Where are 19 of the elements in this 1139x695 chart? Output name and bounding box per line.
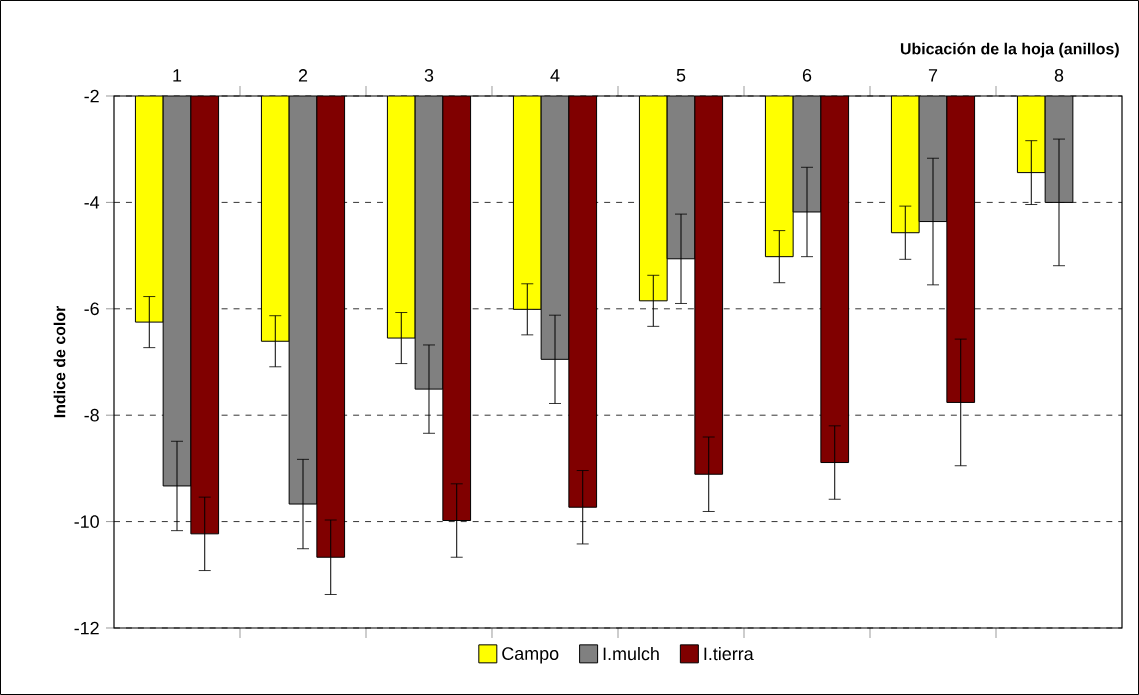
y-tick-label: -8	[84, 408, 99, 422]
x-axis-title: Ubicación de la hoja (anillos)	[900, 42, 1119, 58]
x-tick-label: 8	[1054, 68, 1064, 82]
y-tick-label: -12	[74, 621, 99, 635]
x-tick-label: 1	[173, 69, 182, 82]
x-tick-label: 3	[424, 68, 434, 82]
y-tick-label: -10	[74, 515, 99, 528]
y-tick-label: -6	[84, 302, 99, 316]
y-tick-label: -2	[84, 89, 99, 103]
x-tick-label: 4	[550, 69, 560, 82]
y-axis-title: Indice de color	[53, 305, 66, 418]
x-tick-label: 5	[676, 69, 686, 82]
legend-label: I.mulch	[603, 647, 659, 661]
y-tick-label: -4	[84, 196, 100, 209]
legend-label: I.tierra	[704, 647, 754, 661]
x-tick-label: 2	[298, 69, 308, 82]
x-tick-label: 6	[802, 68, 812, 82]
x-tick-label: 7	[928, 69, 938, 82]
legend-label: Campo	[502, 647, 559, 664]
